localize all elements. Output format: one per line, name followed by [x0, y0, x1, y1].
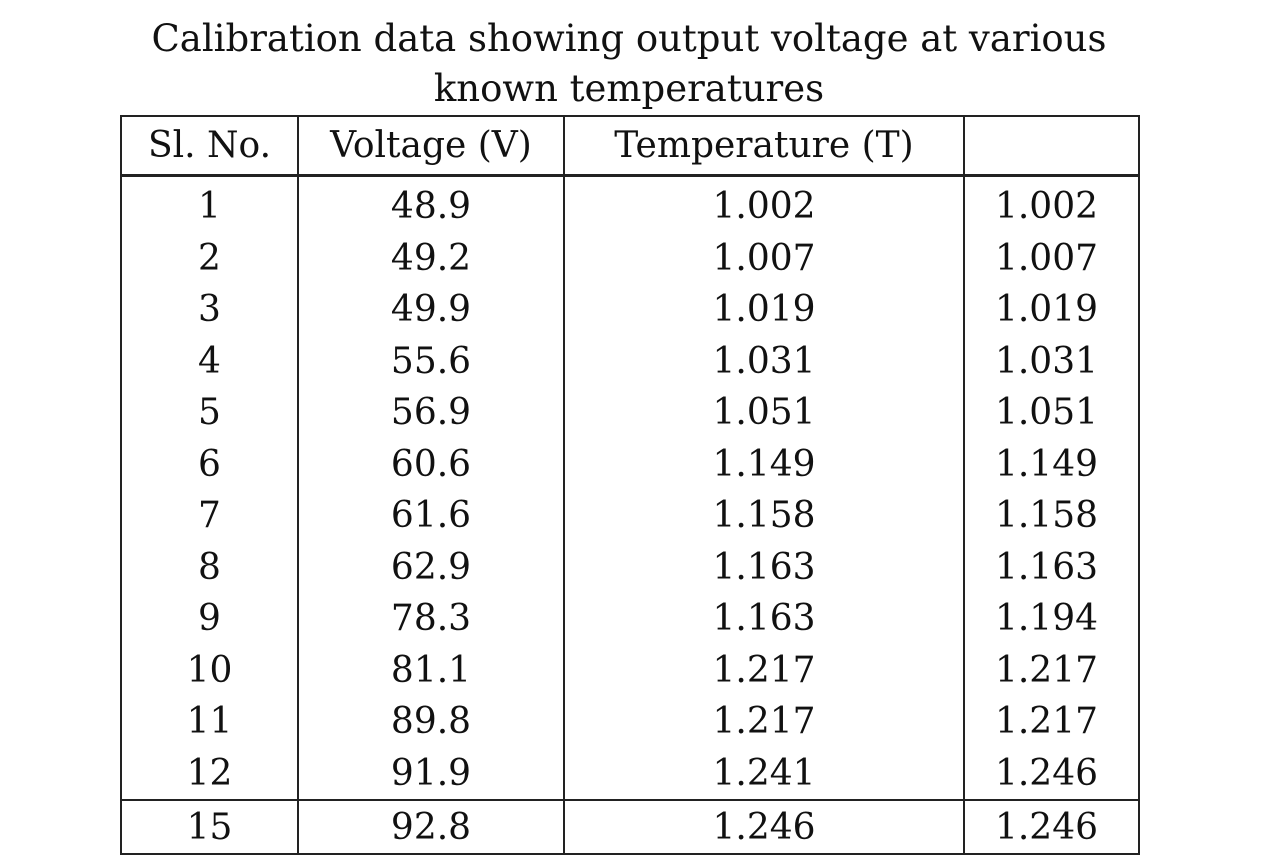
- cell-temperature: 1.246: [563, 799, 965, 855]
- cell-temperature: 1.051: [563, 387, 965, 439]
- header-blank: [963, 115, 1140, 177]
- cell-sl-no: 10: [120, 644, 299, 696]
- cell-temperature: 1.163: [563, 593, 965, 645]
- cell-extra: 1.051: [963, 387, 1140, 439]
- cell-voltage: 56.9: [297, 387, 565, 439]
- table-row: 5 56.9 1.051 1.051: [120, 387, 1140, 439]
- caption-line-2: known temperatures: [433, 67, 825, 110]
- cell-extra: 1.246: [963, 747, 1140, 800]
- header-sl-no: Sl. No.: [120, 115, 299, 177]
- cell-temperature: 1.019: [563, 284, 965, 336]
- cell-sl-no: 6: [120, 438, 299, 490]
- cell-voltage: 61.6: [297, 490, 565, 542]
- cell-voltage: 62.9: [297, 541, 565, 593]
- cell-sl-no: 3: [120, 284, 299, 336]
- cell-sl-no: 7: [120, 490, 299, 542]
- header-temperature: Temperature (T): [563, 115, 965, 177]
- table-body: 1 48.9 1.002 1.002 2 49.2 1.007 1.007 3 49.9 1.019…: [120, 175, 1140, 800]
- cell-temperature: 1.163: [563, 541, 965, 593]
- table-row: 3 49.9 1.019 1.019: [120, 284, 1140, 336]
- cell-extra: 1.002: [963, 175, 1140, 233]
- cell-extra: 1.158: [963, 490, 1140, 542]
- table-row: 8 62.9 1.163 1.163: [120, 541, 1140, 593]
- calibration-table-container: Sl. No. Voltage (V) Temperature (T) 1 48.…: [120, 115, 1140, 855]
- cell-voltage: 48.9: [297, 175, 565, 233]
- cell-sl-no: 9: [120, 593, 299, 645]
- cell-temperature: 1.007: [563, 232, 965, 284]
- header-voltage: Voltage (V): [297, 115, 565, 177]
- cell-sl-no: 15: [120, 799, 299, 855]
- calibration-table: Sl. No. Voltage (V) Temperature (T) 1 48.…: [120, 115, 1140, 855]
- cell-extra: 1.163: [963, 541, 1140, 593]
- cell-temperature: 1.158: [563, 490, 965, 542]
- cell-sl-no: 11: [120, 696, 299, 748]
- header-row: Sl. No. Voltage (V) Temperature (T): [120, 115, 1140, 177]
- cell-temperature: 1.217: [563, 696, 965, 748]
- cell-voltage: 55.6: [297, 335, 565, 387]
- cell-voltage: 49.9: [297, 284, 565, 336]
- cell-sl-no: 12: [120, 747, 299, 800]
- cell-sl-no: 4: [120, 335, 299, 387]
- cell-voltage: 60.6: [297, 438, 565, 490]
- cell-extra: 1.149: [963, 438, 1140, 490]
- cell-extra: 1.217: [963, 644, 1140, 696]
- cell-voltage: 91.9: [297, 747, 565, 800]
- cell-sl-no: 1: [120, 175, 299, 233]
- cell-voltage: 78.3: [297, 593, 565, 645]
- cell-sl-no: 2: [120, 232, 299, 284]
- caption-line-1: Calibration data showing output voltage …: [151, 17, 1107, 60]
- cell-temperature: 1.031: [563, 335, 965, 387]
- table-row: 2 49.2 1.007 1.007: [120, 232, 1140, 284]
- cell-extra: 1.217: [963, 696, 1140, 748]
- cell-voltage: 49.2: [297, 232, 565, 284]
- cell-extra: 1.246: [963, 799, 1140, 855]
- table-row: 6 60.6 1.149 1.149: [120, 438, 1140, 490]
- cell-temperature: 1.241: [563, 747, 965, 800]
- table-caption: Calibration data showing output voltage …: [120, 14, 1138, 114]
- table-row: 7 61.6 1.158 1.158: [120, 490, 1140, 542]
- cell-extra: 1.019: [963, 284, 1140, 336]
- table-row: 1 48.9 1.002 1.002: [120, 175, 1140, 233]
- cell-voltage: 81.1: [297, 644, 565, 696]
- cell-extra: 1.194: [963, 593, 1140, 645]
- table-row: 10 81.1 1.217 1.217: [120, 644, 1140, 696]
- cell-temperature: 1.149: [563, 438, 965, 490]
- footer-row: 15 92.8 1.246 1.246: [120, 799, 1140, 855]
- cell-extra: 1.007: [963, 232, 1140, 284]
- table-row: 4 55.6 1.031 1.031: [120, 335, 1140, 387]
- cell-sl-no: 5: [120, 387, 299, 439]
- table-row: 11 89.8 1.217 1.217: [120, 696, 1140, 748]
- cell-sl-no: 8: [120, 541, 299, 593]
- table-row: 9 78.3 1.163 1.194: [120, 593, 1140, 645]
- cell-voltage: 89.8: [297, 696, 565, 748]
- cell-temperature: 1.217: [563, 644, 965, 696]
- cell-extra: 1.031: [963, 335, 1140, 387]
- cell-temperature: 1.002: [563, 175, 965, 233]
- table-row: 12 91.9 1.241 1.246: [120, 747, 1140, 800]
- cell-voltage: 92.8: [297, 799, 565, 855]
